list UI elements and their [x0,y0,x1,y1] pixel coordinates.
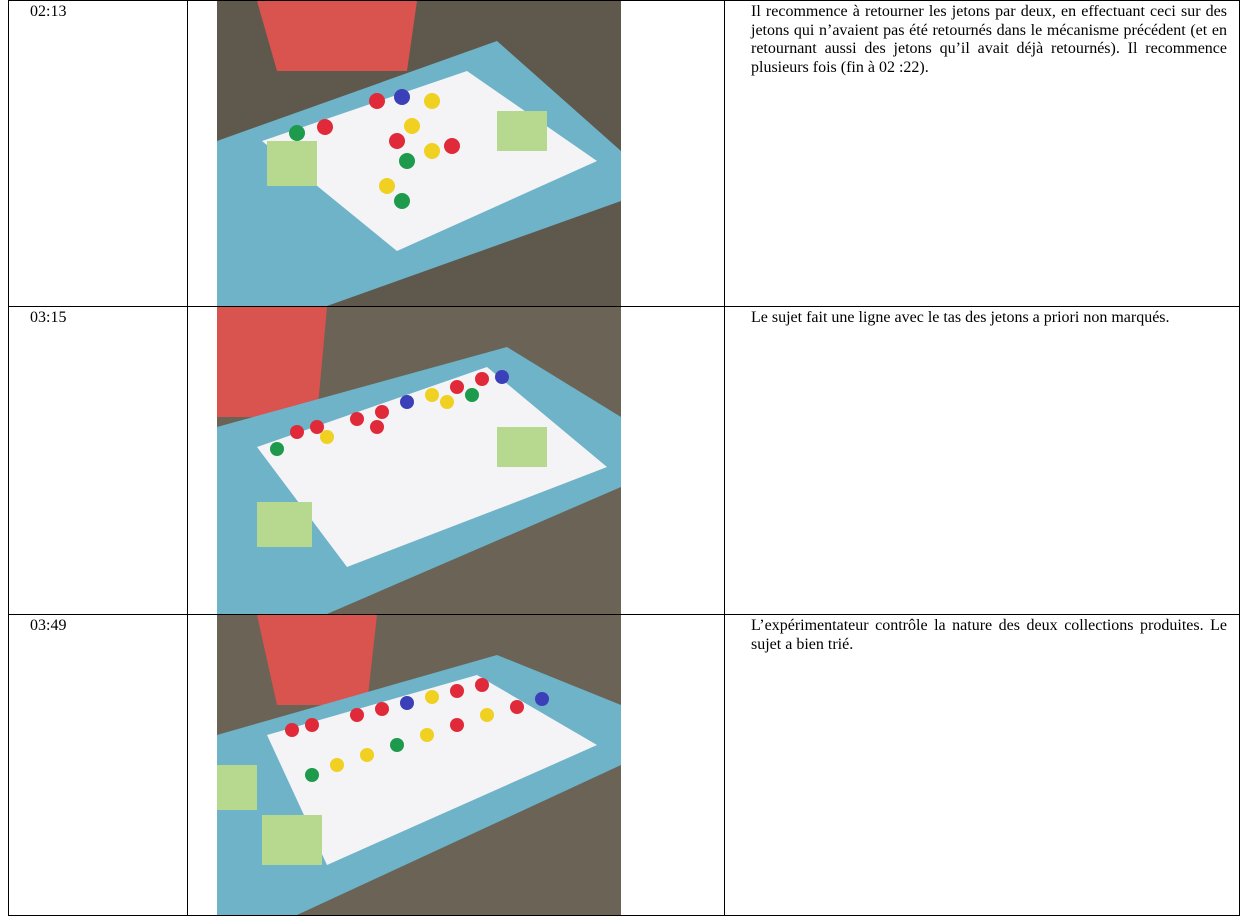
time: 03:15 [8,306,188,615]
photo [217,307,621,614]
row: 03:49 L’expérimentateur contrôle la natu… [8,614,1240,916]
description: Il recommence à retourner les jetons par… [724,0,1240,307]
log-table: 02:13 Il recommence à retourner les jeto… [8,0,1240,916]
photo [217,1,621,306]
time: 02:13 [8,0,188,307]
row: 03:15 Le sujet fait une ligne avec le ta… [8,306,1240,615]
description: Le sujet fait une ligne avec le tas des … [724,306,1240,615]
description: L’expérimentateur contrôle la nature des… [724,614,1240,916]
photo-cell [187,0,725,307]
row: 02:13 Il recommence à retourner les jeto… [8,0,1240,307]
photo-cell [187,306,725,615]
time: 03:49 [8,614,188,916]
photo-cell [187,614,725,916]
photo [217,615,621,915]
